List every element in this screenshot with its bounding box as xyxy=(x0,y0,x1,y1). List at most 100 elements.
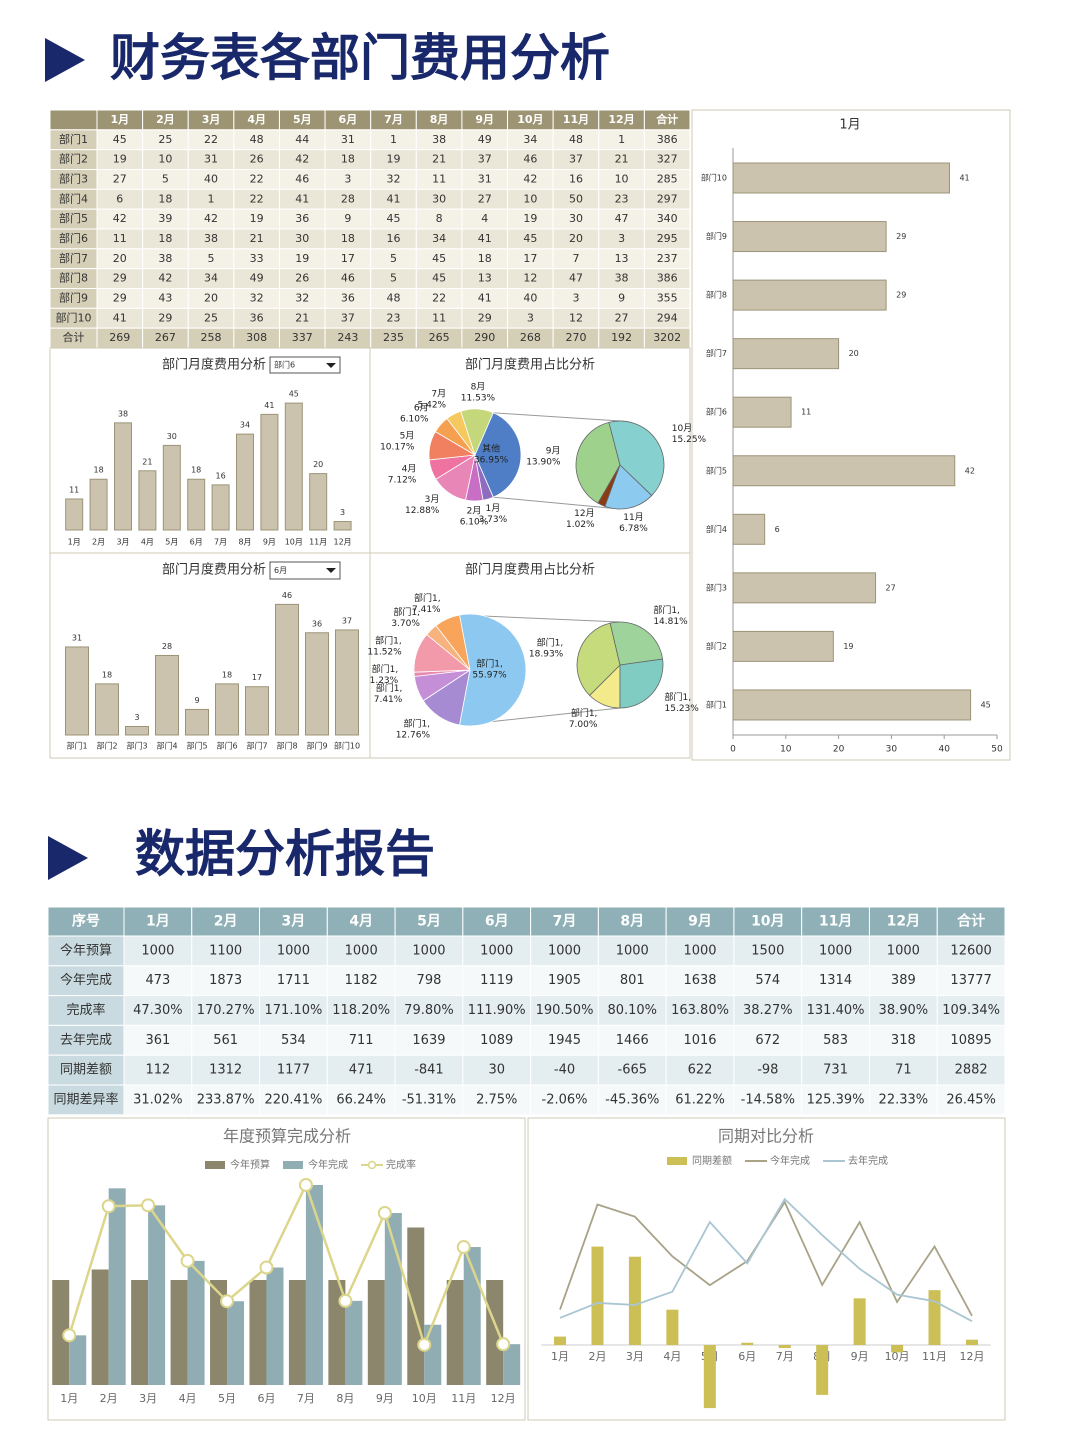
cell-value: 18 xyxy=(341,153,355,166)
table-cell xyxy=(462,995,532,1026)
cell-value: 34 xyxy=(432,232,446,245)
slice-name: 9月 xyxy=(546,445,561,456)
bar xyxy=(215,683,239,736)
cell-value: 10895 xyxy=(950,1033,991,1048)
cell-value: 20 xyxy=(113,252,127,265)
slice-value: 7.00% xyxy=(569,720,598,730)
dropdown[interactable] xyxy=(269,561,341,580)
slice-value: 14.81% xyxy=(653,617,688,627)
cell-value: 79.80% xyxy=(404,1003,454,1018)
table-cell xyxy=(326,995,396,1026)
x-tick-label: 10月 xyxy=(285,538,303,547)
cell-value: 18 xyxy=(158,232,172,245)
row-label-cell xyxy=(47,1024,125,1056)
bar xyxy=(928,1290,941,1345)
table-cell xyxy=(733,935,803,967)
cell-value: 49 xyxy=(250,272,264,285)
bar xyxy=(732,338,840,370)
column-header: 4月 xyxy=(349,914,373,930)
table-cell xyxy=(462,1084,532,1116)
cell-value: 131.40% xyxy=(807,1003,865,1018)
cell-value: -14.58% xyxy=(741,1092,795,1107)
pie-slice xyxy=(604,464,653,510)
column-header: 8月 xyxy=(620,914,644,930)
cell-value: 45 xyxy=(387,212,401,225)
cell-value: 19 xyxy=(295,252,309,265)
cell-value: 37 xyxy=(569,153,583,166)
bar xyxy=(591,1246,604,1345)
cell-value: 46 xyxy=(341,272,355,285)
cell-value: 267 xyxy=(155,331,176,344)
cell-value: 38.90% xyxy=(879,1003,929,1018)
cell-value: 32 xyxy=(387,172,401,185)
column-header: 12月 xyxy=(887,914,920,930)
cell-value: 17 xyxy=(523,252,537,265)
line-marker xyxy=(141,1198,156,1213)
slice-name: 部门1, xyxy=(372,663,399,675)
column-header: 3月 xyxy=(282,914,306,930)
y-tick-label: 部门6 xyxy=(706,407,727,417)
x-tick-label: 12月 xyxy=(491,1392,516,1405)
cell-value: 561 xyxy=(213,1033,238,1048)
cell-value: 220.41% xyxy=(265,1092,323,1107)
cell-value: 389 xyxy=(891,973,916,988)
bar xyxy=(131,1280,149,1385)
column-header: 12月 xyxy=(608,113,634,126)
x-tick-label: 部门1 xyxy=(66,741,87,751)
line-marker xyxy=(62,1328,77,1343)
bar xyxy=(170,1280,188,1385)
table-cell xyxy=(936,1024,1006,1056)
cell-value: 1500 xyxy=(751,943,784,958)
slice-name: 部门1, xyxy=(414,592,441,604)
bar xyxy=(309,473,328,531)
table-cell xyxy=(665,965,735,997)
value-label: 42 xyxy=(965,466,975,475)
cell-value: 1 xyxy=(390,133,397,146)
bar xyxy=(853,1298,866,1345)
bar xyxy=(732,455,956,487)
cell-value: 21 xyxy=(432,153,446,166)
cell-value: 25 xyxy=(204,311,218,324)
cell-value: 36 xyxy=(250,311,264,324)
cell-value: 731 xyxy=(823,1063,848,1078)
x-tick-label: 部门10 xyxy=(334,741,360,751)
dropdown[interactable] xyxy=(269,356,341,374)
x-tick-label: 6月 xyxy=(190,538,203,547)
column-header: 1月 xyxy=(110,113,129,126)
legend-label: 去年完成 xyxy=(848,1154,888,1167)
cell-value: 1000 xyxy=(616,943,649,958)
value-label: 30 xyxy=(167,432,177,441)
line-marker xyxy=(377,1206,392,1221)
slice-name: 部门1, xyxy=(403,717,430,729)
value-label: 17 xyxy=(252,673,262,682)
slice-value: 18.93% xyxy=(529,649,564,659)
cell-value: 11 xyxy=(113,232,127,245)
cell-value: 1905 xyxy=(548,973,581,988)
cell-value: 622 xyxy=(688,1063,713,1078)
cell-value: 16 xyxy=(569,172,583,185)
cell-value: 473 xyxy=(145,973,170,988)
cell-value: 38 xyxy=(158,252,172,265)
line-marker xyxy=(101,1199,116,1214)
heading-arrow xyxy=(48,836,88,880)
table-cell xyxy=(123,995,193,1026)
x-tick-label: 8月 xyxy=(238,538,251,547)
row-label: 部门4 xyxy=(59,191,88,205)
row-label: 今年完成 xyxy=(60,972,112,988)
table-cell xyxy=(597,995,667,1026)
table-cell xyxy=(597,1054,667,1086)
legend-label: 今年完成 xyxy=(308,1158,348,1171)
cell-value: 26.45% xyxy=(946,1092,996,1107)
slice-name: 部门1, xyxy=(571,707,598,719)
cell-value: 3 xyxy=(344,172,351,185)
x-tick-label: 4月 xyxy=(141,538,154,547)
bar xyxy=(162,444,181,531)
table-cell xyxy=(326,1084,396,1116)
cell-value: 171.10% xyxy=(265,1003,323,1018)
bar xyxy=(335,629,359,736)
bar xyxy=(275,603,299,736)
row-label: 部门8 xyxy=(59,271,88,285)
cell-value: -45.36% xyxy=(605,1092,659,1107)
cell-value: 48 xyxy=(569,133,583,146)
cell-value: 29 xyxy=(158,311,172,324)
